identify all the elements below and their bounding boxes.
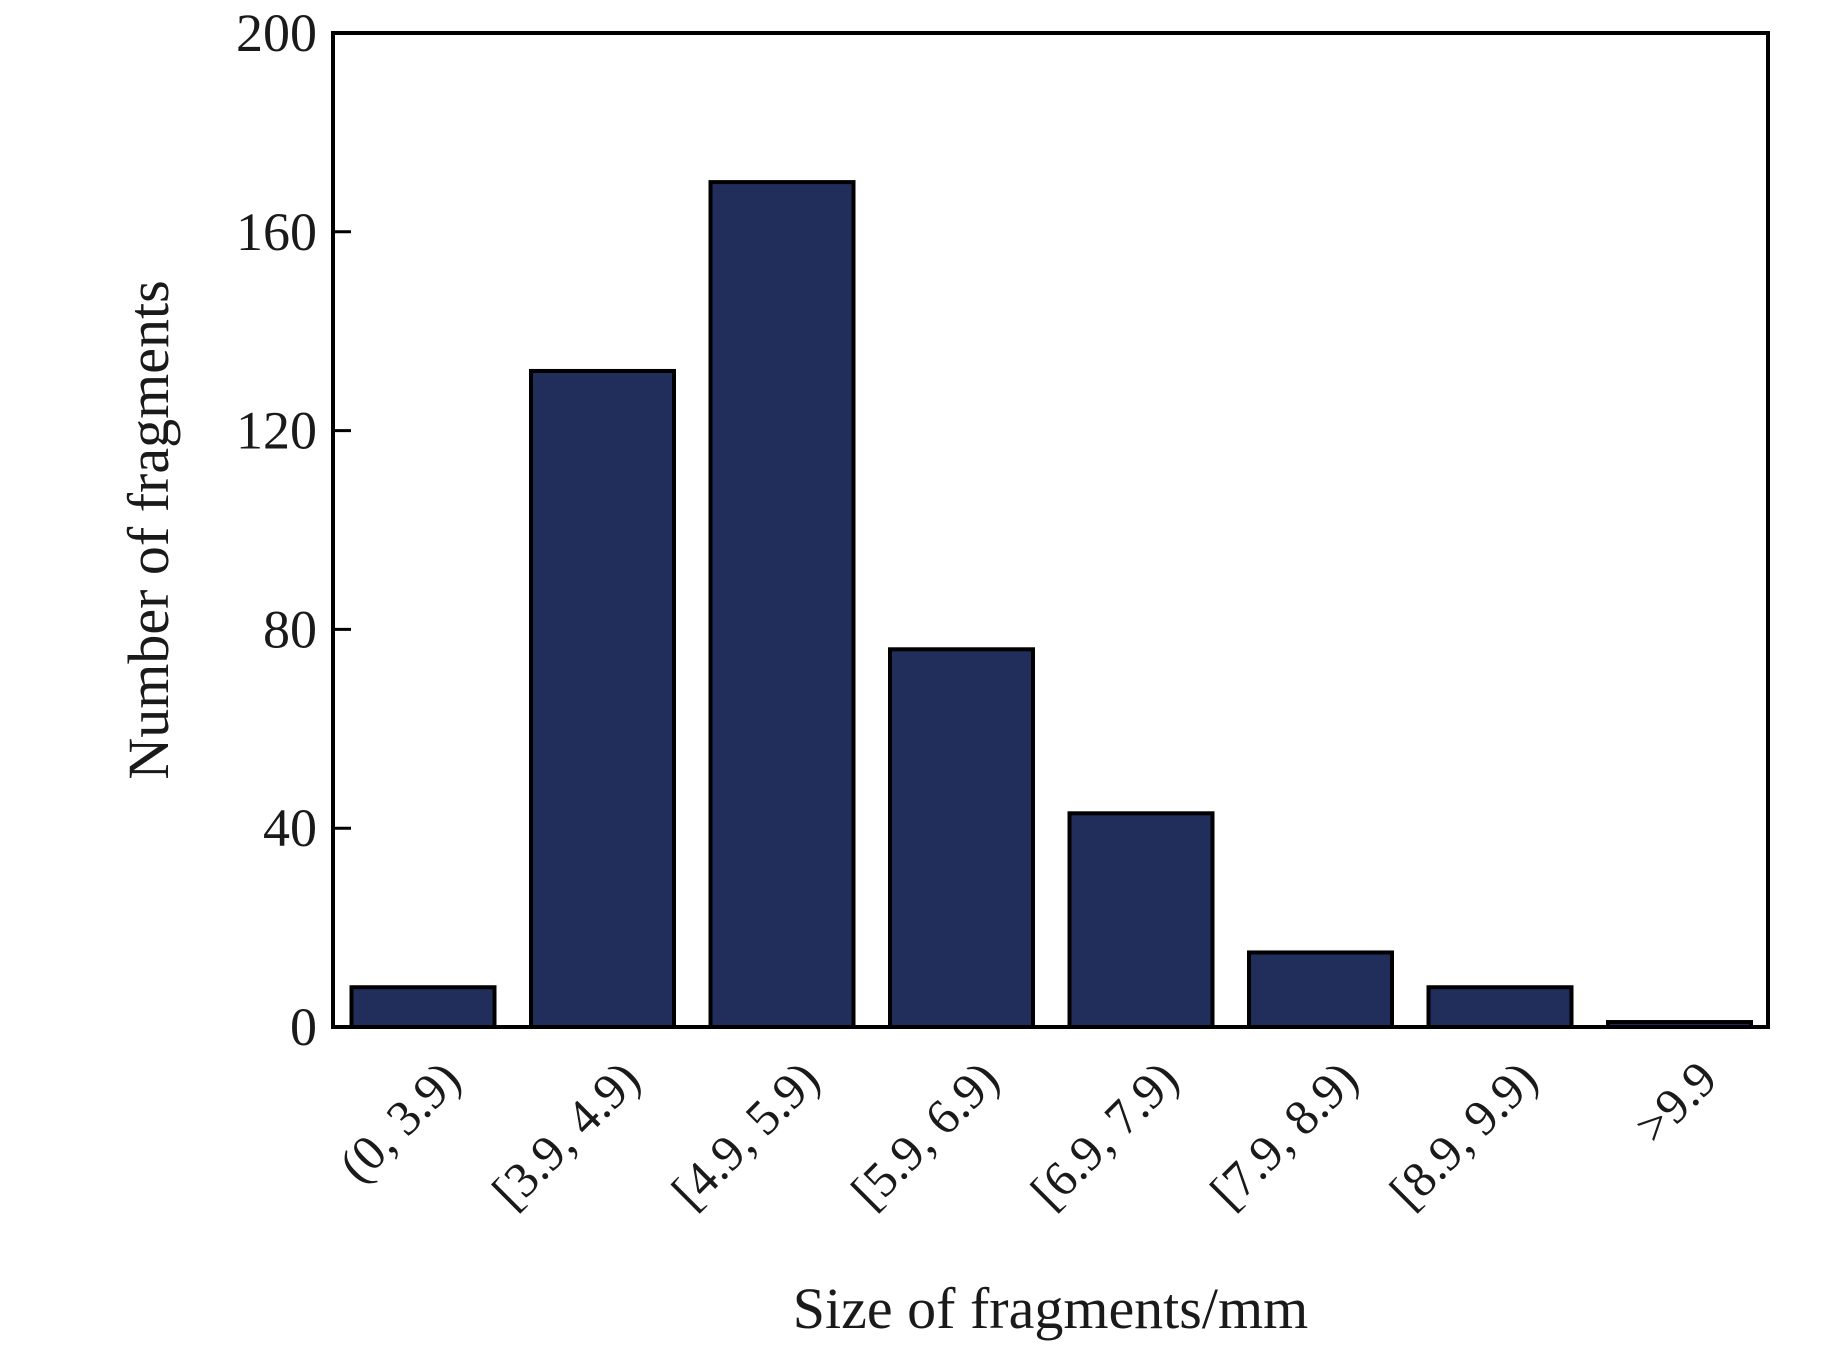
- y-axis-ticks: 0 40 80 120 160 200: [236, 3, 351, 1057]
- x-category-label: [6.9, 7.9): [1020, 1050, 1189, 1219]
- x-category-label: [8.9, 9.9): [1379, 1050, 1548, 1219]
- bar: [708, 180, 856, 1030]
- bar: [349, 985, 497, 1029]
- x-axis-title: Size of fragments/mm: [793, 1276, 1308, 1341]
- y-tick-label: 120: [236, 401, 317, 461]
- y-tick-label: 80: [263, 599, 317, 659]
- x-category-label: [4.9, 5.9): [661, 1050, 830, 1219]
- x-category-label: [3.9, 4.9): [481, 1050, 650, 1219]
- bar: [529, 368, 676, 1029]
- bar: [888, 647, 1035, 1030]
- x-category-label: [5.9, 6.9): [840, 1050, 1009, 1219]
- y-tick-label: 0: [290, 997, 317, 1057]
- y-axis-title: Number of fragments: [116, 280, 181, 779]
- bar: [1426, 985, 1574, 1029]
- x-category-label: >9.9: [1624, 1050, 1728, 1154]
- bar: [1247, 950, 1394, 1030]
- plot-frame: [331, 31, 1770, 1029]
- x-category-label: (0, 3.9): [328, 1050, 471, 1193]
- bars-group: [349, 180, 1753, 1030]
- y-tick-label: 200: [236, 3, 317, 63]
- y-tick-label: 40: [263, 798, 317, 858]
- y-tick-label: 160: [236, 202, 317, 262]
- x-category-label: [7.9, 8.9): [1199, 1050, 1368, 1219]
- x-axis-category-labels: (0, 3.9) [3.9, 4.9) [4.9, 5.9) [5.9, 6.9) [6…: [328, 1050, 1727, 1219]
- bar: [1067, 811, 1215, 1029]
